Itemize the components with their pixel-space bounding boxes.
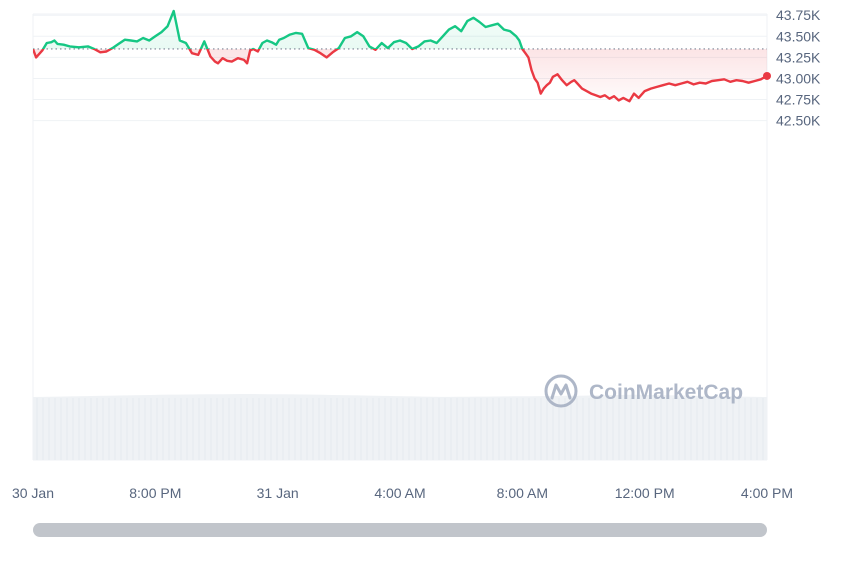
- chart-range-scrollbar[interactable]: [33, 523, 767, 537]
- coinmarketcap-logo-icon: [544, 374, 578, 408]
- x-tick-label: 8:00 PM: [129, 485, 181, 501]
- x-axis: 30 Jan 8:00 PM 31 Jan 4:00 AM 8:00 AM 12:00 P…: [12, 485, 793, 501]
- volume-area: [33, 394, 767, 460]
- watermark: CoinMarketCap: [544, 374, 743, 408]
- x-tick-label: 30 Jan: [12, 485, 54, 501]
- y-tick-label: 43.50K: [776, 28, 821, 44]
- y-tick-label: 43.75K: [776, 7, 821, 23]
- price-line-down: [33, 48, 768, 103]
- price-line: [33, 9, 768, 103]
- last-price-point: [763, 71, 771, 80]
- watermark-text: CoinMarketCap: [589, 381, 743, 404]
- y-tick-label: 42.75K: [776, 92, 821, 108]
- price-fill-above: [43, 11, 523, 49]
- x-tick-label: 4:00 AM: [374, 485, 425, 501]
- x-tick-label: 31 Jan: [257, 485, 299, 501]
- x-tick-label: 4:00 PM: [741, 485, 793, 501]
- y-tick-label: 42.50K: [776, 113, 821, 129]
- price-line-up: [33, 9, 524, 49]
- y-tick-label: 43.00K: [776, 70, 821, 86]
- y-axis: 43.75K 43.50K 43.25K 43.00K 42.75K 42.50K: [776, 7, 821, 128]
- x-tick-label: 8:00 AM: [497, 485, 548, 501]
- x-tick-label: 12:00 PM: [615, 485, 675, 501]
- y-tick-label: 43.25K: [776, 49, 821, 65]
